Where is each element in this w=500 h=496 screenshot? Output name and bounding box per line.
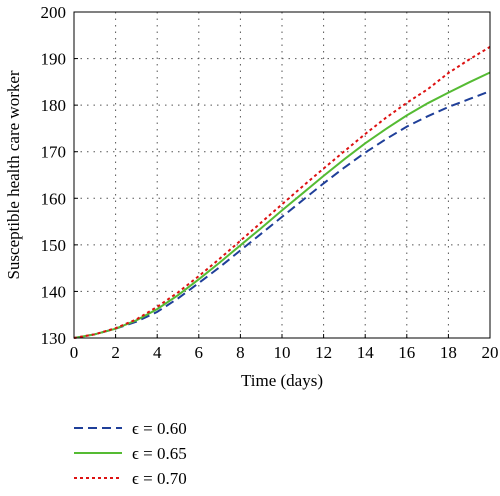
y-tick-label: 130 [41,329,67,348]
legend-label-1: ϵ = 0.60 [132,419,187,438]
x-axis-label: Time (days) [241,371,323,390]
x-tick-label: 18 [440,343,457,362]
x-tick-label: 0 [70,343,79,362]
x-tick-label: 4 [153,343,162,362]
y-tick-label: 190 [41,50,67,69]
x-tick-label: 14 [357,343,375,362]
legend-label-3: ϵ = 0.70 [132,469,187,488]
ticks: 0 2 4 6 8 10 12 14 16 18 20 130 140 150 160 170 180 190 20… [41,3,499,362]
y-tick-label: 160 [41,189,67,208]
y-tick-label: 140 [41,282,67,301]
x-tick-label: 6 [195,343,204,362]
legend-label-2: ϵ = 0.65 [132,444,187,463]
x-tick-label: 8 [236,343,245,362]
y-tick-label: 200 [41,3,67,22]
y-axis-label: Susceptible health care worker [4,70,23,279]
x-tick-label: 12 [315,343,332,362]
y-tick-label: 180 [41,96,67,115]
series-line-1 [73,90,491,339]
legend: ϵ = 0.60 ϵ = 0.65 ϵ = 0.70 [74,419,187,488]
grid [74,12,490,338]
x-tick-label: 2 [111,343,120,362]
y-tick-label: 150 [41,236,67,255]
x-tick-label: 16 [398,343,415,362]
series-line-3 [73,46,491,339]
x-tick-label: 20 [482,343,499,362]
y-tick-label: 170 [41,143,67,162]
series-line-2 [73,71,491,339]
x-tick-label: 10 [274,343,291,362]
series-lines [73,46,491,339]
